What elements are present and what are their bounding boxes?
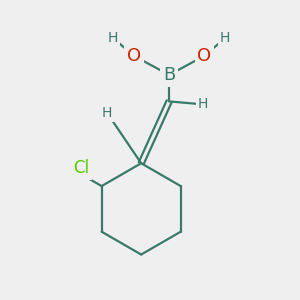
Text: Cl: Cl — [73, 159, 89, 177]
Text: O: O — [127, 47, 141, 65]
Text: H: H — [198, 98, 208, 111]
Text: H: H — [102, 106, 112, 120]
Text: O: O — [197, 47, 212, 65]
Text: H: H — [108, 31, 119, 45]
Text: B: B — [163, 66, 175, 84]
Text: H: H — [220, 31, 230, 45]
